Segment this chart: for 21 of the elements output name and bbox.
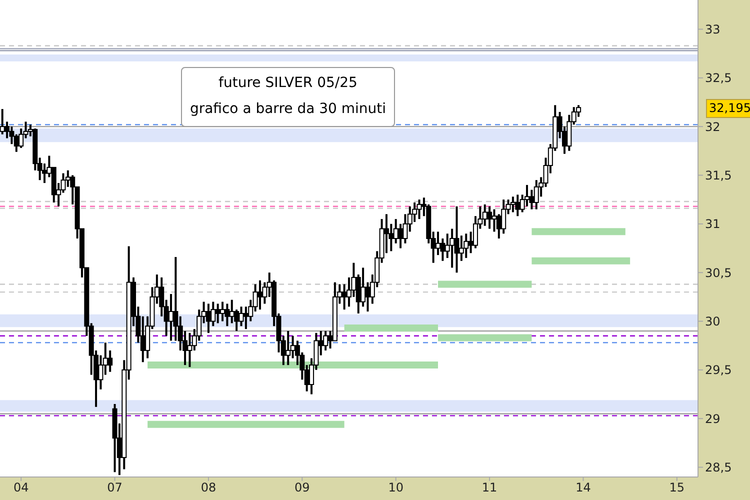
- x-tick-label: 10: [388, 480, 404, 495]
- y-tick-label: 30: [705, 314, 720, 329]
- x-tick-label: 15: [669, 480, 685, 495]
- y-tick-label: 31: [705, 217, 720, 232]
- y-tick-label: 32,5: [705, 71, 732, 86]
- x-tick-label: 14: [576, 480, 591, 495]
- text: 32,195: [706, 98, 750, 118]
- x-tick-label: 11: [482, 480, 498, 495]
- y-tick-label: 31,5: [705, 168, 732, 182]
- y-tick-label: 29,5: [705, 363, 732, 378]
- x-tick-label: 07: [107, 480, 122, 495]
- y-tick-label: 32: [705, 120, 720, 134]
- x-tick-label: 08: [200, 480, 216, 495]
- y-tick-label: 28,5: [705, 460, 732, 475]
- text: future SILVER 05/25: [218, 74, 358, 93]
- x-tick-label: 04: [13, 480, 29, 495]
- x-tick-label: 09: [294, 480, 310, 495]
- text: grafico a barre da 30 minuti: [188, 100, 388, 119]
- y-tick-label: 29: [705, 412, 720, 426]
- y-tick-label: 33: [705, 22, 720, 36]
- y-tick-label: 30,5: [705, 266, 732, 280]
